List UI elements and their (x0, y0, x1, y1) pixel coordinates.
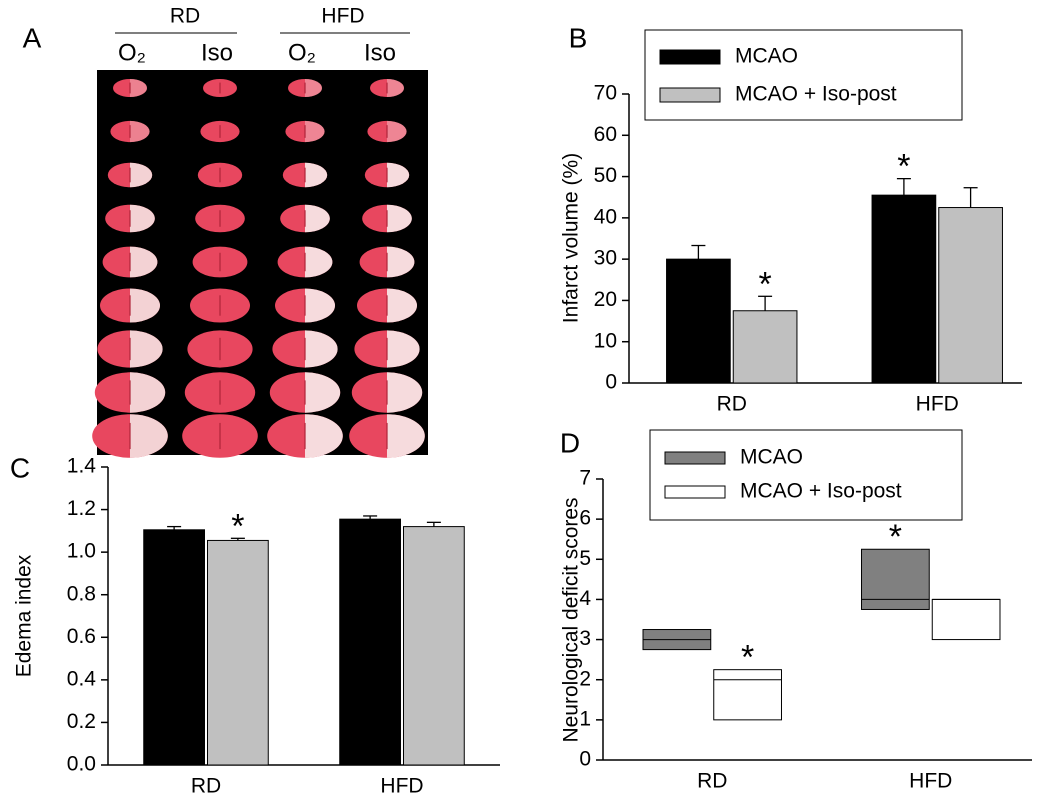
y-axis-label: Edema index (13, 554, 36, 677)
group-label: HFD (321, 5, 364, 28)
y-tick-label: 0.4 (67, 667, 97, 690)
slice-infarct (305, 246, 333, 278)
legend-swatch (659, 87, 721, 103)
slice-infarct (130, 79, 147, 97)
y-tick-label: 1 (579, 707, 591, 730)
slice-infarct (387, 288, 418, 323)
slice-infarct (387, 204, 412, 233)
slice-infarct (305, 120, 325, 143)
panel-letter: B (569, 22, 588, 53)
y-tick-label: 0.8 (67, 582, 96, 605)
slice-infarct (387, 246, 415, 278)
slice-infarct (305, 204, 330, 233)
slice-infarct (130, 120, 150, 143)
y-tick-label: 2 (579, 667, 591, 690)
bar (732, 310, 798, 384)
y-tick-label: 20 (594, 288, 617, 311)
slice-infarct (130, 204, 155, 233)
slice-infarct (387, 79, 404, 97)
panel-letter: C (10, 452, 30, 483)
slice-infarct (130, 162, 153, 188)
x-tick-label: HFD (909, 770, 952, 793)
legend-box (649, 429, 963, 521)
y-tick-label: 0.2 (67, 710, 96, 733)
x-tick-label: HFD (916, 393, 959, 416)
y-tick-label: 0 (605, 371, 617, 394)
condition-label: O₂ (118, 39, 146, 66)
slice-infarct (387, 162, 410, 188)
y-axis-label: Infarct volume (%) (560, 153, 583, 323)
legend-swatch (664, 451, 726, 465)
slice-infarct (305, 330, 338, 368)
panel-letter: A (23, 22, 42, 53)
y-tick-label: 7 (579, 467, 591, 490)
y-tick-label: 1.4 (67, 455, 97, 478)
bar (207, 539, 269, 766)
significance-mark: * (231, 507, 244, 545)
y-tick-label: 10 (594, 329, 617, 352)
bar (938, 207, 1003, 384)
slice-infarct (130, 288, 160, 323)
bar (666, 258, 731, 384)
y-tick-label: 0 (579, 748, 591, 771)
y-tick-label: 0.6 (67, 625, 96, 648)
x-tick-label: RD (697, 770, 727, 793)
y-tick-label: 70 (594, 82, 617, 105)
y-tick-label: 30 (594, 247, 617, 270)
slice-infarct (305, 79, 322, 97)
condition-label: O₂ (288, 39, 316, 66)
significance-mark: * (741, 639, 754, 677)
slice-infarct (305, 372, 341, 413)
slice-infarct (130, 372, 166, 413)
condition-label: Iso (364, 39, 396, 66)
brain-slices (92, 79, 425, 458)
slice-infarct (130, 330, 163, 368)
box (931, 598, 1001, 641)
y-tick-label: 0.0 (67, 753, 96, 776)
panel-letter: D (560, 427, 580, 458)
y-tick-label: 1.0 (67, 540, 96, 563)
slice-infarct (130, 246, 158, 278)
significance-mark: * (897, 148, 910, 186)
legend-swatch (659, 49, 721, 65)
legend-label: MCAO (740, 446, 803, 469)
y-axis-label: Neurological deficit scores (560, 497, 583, 742)
slice-infarct (305, 414, 343, 458)
box (861, 548, 930, 610)
y-tick-label: 4 (579, 587, 591, 610)
slice-infarct (130, 414, 168, 458)
bar (339, 518, 401, 766)
bar (403, 526, 465, 766)
y-tick-label: 40 (594, 205, 617, 228)
significance-mark: * (758, 265, 771, 303)
legend-label: MCAO + Iso-post (740, 480, 902, 503)
bar (871, 194, 937, 384)
slice-infarct (387, 414, 425, 458)
y-tick-label: 6 (579, 507, 591, 530)
condition-label: Iso (201, 39, 233, 66)
legend-label: MCAO + Iso-post (735, 83, 897, 106)
box (713, 669, 782, 721)
y-tick-label: 50 (594, 164, 617, 187)
x-tick-label: RD (717, 393, 747, 416)
slice-infarct (305, 288, 335, 323)
slice-infarct (387, 120, 407, 143)
significance-mark: * (889, 518, 902, 556)
x-tick-label: HFD (380, 775, 423, 793)
slice-infarct (387, 330, 420, 368)
legend-label: MCAO (735, 45, 798, 68)
slice-infarct (305, 162, 328, 188)
x-tick-label: RD (191, 775, 221, 793)
y-tick-label: 60 (594, 123, 617, 146)
y-tick-label: 3 (579, 627, 591, 650)
legend-swatch (664, 485, 726, 499)
group-label: RD (170, 5, 200, 28)
bar (143, 529, 206, 766)
slice-infarct (387, 372, 423, 413)
y-tick-label: 5 (579, 547, 591, 570)
y-tick-label: 1.2 (67, 497, 96, 520)
legend-box (644, 29, 963, 121)
